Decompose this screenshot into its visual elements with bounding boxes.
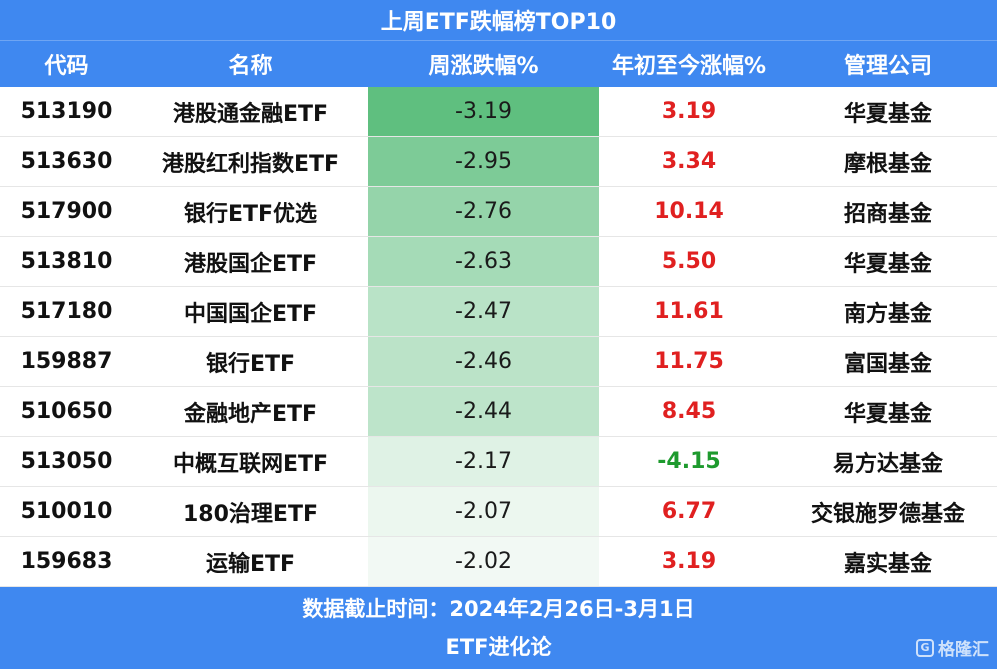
cell-manager: 富国基金 <box>843 351 932 377</box>
cell-manager: 华夏基金 <box>843 101 932 127</box>
cell-weekly-change: -2.46 <box>368 337 599 386</box>
table-row: 510650 金融地产ETF -2.44 8.45 华夏基金 <box>0 387 997 437</box>
table-row: 513050 中概互联网ETF -2.17 -4.15 易方达基金 <box>0 437 997 487</box>
cell-ytd-change: 3.19 <box>661 99 717 124</box>
cell-manager: 摩根基金 <box>843 151 932 177</box>
cell-code: 510010 <box>20 499 113 524</box>
cell-code: 513190 <box>20 99 113 124</box>
table-row: 510010 180治理ETF -2.07 6.77 交银施罗德基金 <box>0 487 997 537</box>
cell-name: 港股红利指数ETF <box>161 151 340 177</box>
cell-manager: 招商基金 <box>843 201 932 227</box>
cell-weekly-change: -2.07 <box>368 487 599 536</box>
table-row: 159683 运输ETF -2.02 3.19 嘉实基金 <box>0 537 997 587</box>
cell-code: 513630 <box>20 149 113 174</box>
cell-code: 159887 <box>20 349 113 374</box>
cell-ytd-change: 3.19 <box>661 549 717 574</box>
cell-weekly-change: -2.44 <box>368 387 599 436</box>
cell-ytd-change: 10.14 <box>654 199 724 224</box>
table-row: 513190 港股通金融ETF -3.19 3.19 华夏基金 <box>0 87 997 137</box>
table-header: 代码 名称 周涨跌幅% 年初至今涨幅% 管理公司 <box>0 40 997 87</box>
cell-weekly-change: -2.95 <box>368 137 599 186</box>
table-row: 517180 中国国企ETF -2.47 11.61 南方基金 <box>0 287 997 337</box>
cell-manager: 嘉实基金 <box>843 551 932 577</box>
cell-manager: 华夏基金 <box>843 251 932 277</box>
cell-name: 银行ETF优选 <box>183 201 318 227</box>
cell-code: 517900 <box>20 199 113 224</box>
cell-weekly-change: -2.76 <box>368 187 599 236</box>
cell-name: 金融地产ETF <box>183 401 318 427</box>
cell-manager: 易方达基金 <box>832 451 943 477</box>
cell-weekly-change: -2.47 <box>368 287 599 336</box>
cell-name: 运输ETF <box>205 551 296 577</box>
cell-weekly-change: -2.02 <box>368 537 599 586</box>
table-footer: 数据截止时间：2024年2月26日-3月1日 ETF进化论 <box>0 587 997 669</box>
cell-ytd-change: 11.61 <box>654 299 724 324</box>
header-weekly-change: 周涨跌幅% <box>428 54 539 79</box>
cell-manager: 华夏基金 <box>843 401 932 427</box>
cell-name: 港股国企ETF <box>183 251 318 277</box>
header-ytd-change: 年初至今涨幅% <box>611 54 767 79</box>
header-manager: 管理公司 <box>843 54 932 79</box>
logo-text: 格隆汇 <box>938 640 989 660</box>
cell-ytd-change: 3.34 <box>661 149 717 174</box>
table-title: 上周ETF跌幅榜TOP10 <box>0 0 997 40</box>
logo-icon: G <box>916 638 934 657</box>
table-row: 513810 港股国企ETF -2.63 5.50 华夏基金 <box>0 237 997 287</box>
cell-name: 180治理ETF <box>183 501 318 527</box>
cell-manager: 南方基金 <box>843 301 932 327</box>
table-row: 513630 港股红利指数ETF -2.95 3.34 摩根基金 <box>0 137 997 187</box>
cell-weekly-change: -2.63 <box>368 237 599 286</box>
cell-name: 中国国企ETF <box>183 301 318 327</box>
table-row: 159887 银行ETF -2.46 11.75 富国基金 <box>0 337 997 387</box>
cell-ytd-change: -4.15 <box>657 449 721 474</box>
cell-manager: 交银施罗德基金 <box>810 501 965 527</box>
cell-ytd-change: 5.50 <box>661 249 717 274</box>
cell-weekly-change: -3.19 <box>368 87 599 136</box>
cell-code: 159683 <box>20 549 113 574</box>
cell-ytd-change: 11.75 <box>654 349 724 374</box>
date-note: 数据截止时间：2024年2月26日-3月1日 <box>302 597 695 621</box>
cell-code: 510650 <box>20 399 113 424</box>
cell-name: 银行ETF <box>205 351 296 377</box>
table-body: 513190 港股通金融ETF -3.19 3.19 华夏基金 513630 港股红利指数E… <box>0 87 997 587</box>
cell-name: 中概互联网ETF <box>172 451 329 477</box>
brand-logo: G 格隆汇 <box>916 635 989 660</box>
cell-name: 港股通金融ETF <box>172 101 329 127</box>
header-code: 代码 <box>44 54 89 79</box>
cell-ytd-change: 6.77 <box>661 499 717 524</box>
source-label: ETF进化论 <box>445 635 552 659</box>
header-name: 名称 <box>228 54 273 79</box>
table-row: 517900 银行ETF优选 -2.76 10.14 招商基金 <box>0 187 997 237</box>
cell-ytd-change: 8.45 <box>661 399 717 424</box>
cell-code: 517180 <box>20 299 113 324</box>
cell-code: 513050 <box>20 449 113 474</box>
cell-code: 513810 <box>20 249 113 274</box>
cell-weekly-change: -2.17 <box>368 437 599 486</box>
